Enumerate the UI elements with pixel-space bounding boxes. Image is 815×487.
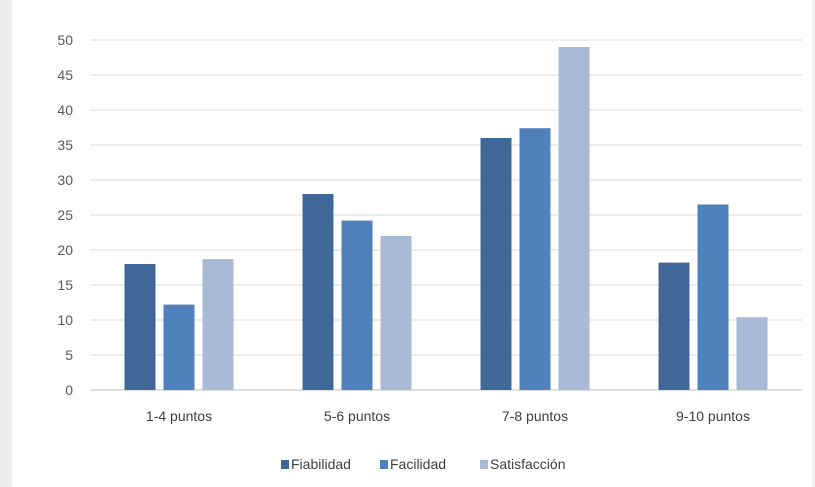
y-tick-label: 10 xyxy=(57,312,73,328)
bar-fiabilidad-1 xyxy=(302,194,334,390)
y-axis-tick-labels: 0 5 10 15 20 25 30 35 40 45 50 xyxy=(57,32,73,398)
legend-swatch xyxy=(281,460,289,469)
bar-fiabilidad-2 xyxy=(480,138,512,390)
y-tick-label: 5 xyxy=(65,347,73,363)
gridlines xyxy=(90,39,802,391)
x-category-label: 1-4 puntos xyxy=(146,408,212,424)
y-tick-label: 20 xyxy=(57,242,73,258)
bar-satisfaccion-2 xyxy=(558,47,590,390)
x-axis-category-labels: 1-4 puntos 5-6 puntos 7-8 puntos 9-10 punto… xyxy=(146,408,750,424)
bars xyxy=(124,47,768,390)
x-category-label: 5-6 puntos xyxy=(324,408,390,424)
chart-panel xyxy=(12,0,812,487)
y-tick-label: 35 xyxy=(57,137,73,153)
y-tick-label: 25 xyxy=(57,207,73,223)
bar-satisfaccion-1 xyxy=(380,236,412,390)
legend-swatch xyxy=(380,460,388,469)
legend-label: Satisfacción xyxy=(490,456,565,472)
y-tick-label: 45 xyxy=(57,67,73,83)
y-tick-label: 40 xyxy=(57,102,73,118)
bar-facilidad-2 xyxy=(519,128,551,390)
bar-fiabilidad-0 xyxy=(124,264,156,390)
bar-fiabilidad-3 xyxy=(658,262,690,390)
bar-facilidad-0 xyxy=(163,304,195,390)
y-tick-label: 0 xyxy=(65,382,73,398)
y-tick-label: 30 xyxy=(57,172,73,188)
x-category-label: 9-10 puntos xyxy=(676,408,750,424)
legend: Fiabilidad Facilidad Satisfacción xyxy=(281,456,565,472)
y-tick-label: 50 xyxy=(57,32,73,48)
x-category-label: 7-8 puntos xyxy=(502,408,568,424)
bar-satisfaccion-0 xyxy=(202,259,234,390)
y-tick-label: 15 xyxy=(57,277,73,293)
bar-facilidad-3 xyxy=(697,204,729,390)
legend-label: Fiabilidad xyxy=(291,456,351,472)
legend-label: Facilidad xyxy=(390,456,446,472)
bar-facilidad-1 xyxy=(341,220,373,390)
bar-satisfaccion-3 xyxy=(736,317,768,390)
legend-swatch xyxy=(480,460,488,469)
